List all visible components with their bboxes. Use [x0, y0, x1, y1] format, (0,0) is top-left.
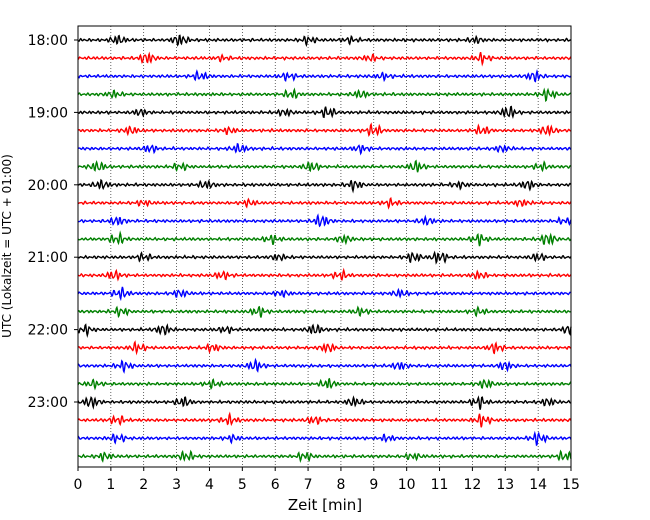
- trace-2015: [77, 196, 572, 210]
- trace-2315: [77, 411, 572, 428]
- plot-frame: [77, 25, 572, 468]
- x-tick-label: 1: [106, 477, 115, 493]
- trace-2000: [77, 178, 572, 194]
- x-tick-label: 9: [369, 477, 378, 493]
- trace-1830: [77, 68, 572, 83]
- trace-2030: [77, 213, 572, 228]
- x-axis-label: Zeit [min]: [288, 496, 362, 514]
- x-axis-ticks: 0 1 2 3 4 5 6 7 8 9 10 11 12 13 14 15: [74, 467, 580, 493]
- x-tick-label: 0: [74, 477, 83, 493]
- x-tick-label: 8: [336, 477, 345, 493]
- x-tick-label: 13: [496, 477, 514, 493]
- x-tick-label: 7: [304, 477, 313, 493]
- trace-2245: [77, 377, 572, 391]
- trace-2215: [77, 340, 572, 356]
- seismic-traces: [77, 34, 572, 463]
- trace-1900: [77, 105, 572, 119]
- trace-2100: [77, 250, 572, 265]
- x-tick-label: 2: [139, 477, 148, 493]
- trace-2300: [77, 395, 572, 410]
- trace-2230: [77, 357, 572, 374]
- trace-1930: [77, 142, 572, 156]
- x-tick-label: 6: [271, 477, 280, 493]
- y-tick-label: 21:00: [28, 250, 68, 266]
- x-tick-label: 3: [172, 477, 181, 493]
- trace-1945: [77, 159, 572, 173]
- x-tick-label: 5: [238, 477, 247, 493]
- trace-2130: [77, 286, 572, 302]
- y-tick-label: 22:00: [28, 323, 68, 339]
- trace-1800: [77, 34, 572, 48]
- trace-1915: [77, 122, 572, 137]
- x-tick-label: 4: [205, 477, 214, 493]
- trace-1815: [77, 51, 572, 67]
- trace-2115: [77, 267, 572, 282]
- trace-2045: [77, 230, 572, 247]
- trace-2145: [77, 305, 572, 319]
- y-axis-label: UTC (Lokalzeit = UTC + 01:00): [0, 154, 14, 338]
- trace-2330: [77, 430, 572, 447]
- x-tick-label: 10: [398, 477, 416, 493]
- trace-2200: [77, 323, 572, 338]
- x-tick-label: 12: [463, 477, 481, 493]
- y-tick-label: 18:00: [28, 33, 68, 49]
- y-tick-label: 19:00: [28, 105, 68, 121]
- trace-1845: [77, 87, 572, 103]
- trace-2345: [77, 449, 572, 463]
- y-tick-label: 20:00: [28, 178, 68, 194]
- y-tick-label: 23:00: [28, 395, 68, 411]
- y-axis-ticks: 18:00 19:00 20:00 21:00 22:00 23:00: [28, 33, 78, 411]
- x-tick-label: 15: [562, 477, 580, 493]
- x-tick-label: 11: [431, 477, 449, 493]
- x-tick-label: 14: [529, 477, 547, 493]
